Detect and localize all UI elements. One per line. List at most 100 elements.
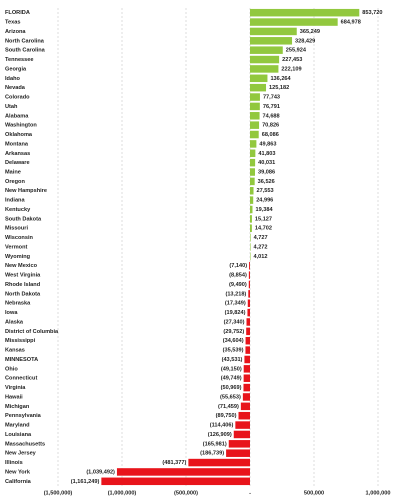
- bar: [250, 8, 360, 17]
- value-label: (50,969): [221, 385, 242, 391]
- value-label: 15,127: [255, 216, 272, 222]
- category-label: Nevada: [5, 85, 26, 91]
- category-label: Arizona: [5, 29, 26, 35]
- x-tick-label: (1,500,000): [44, 490, 73, 496]
- x-tick-label: (500,000): [174, 490, 198, 496]
- bar: [250, 168, 256, 176]
- value-label: (49,150): [221, 366, 242, 372]
- bar: [228, 440, 250, 448]
- bar: [248, 290, 250, 298]
- value-label: (19,824): [225, 310, 246, 316]
- value-label: 328,429: [295, 38, 315, 44]
- category-label: Pennsylvania: [5, 413, 42, 419]
- bar: [250, 18, 338, 26]
- x-tick-label: (1,000,000): [108, 490, 137, 496]
- bar: [188, 458, 250, 467]
- bar: [250, 83, 267, 92]
- value-label: (55,653): [220, 394, 241, 400]
- category-label: Alaska: [5, 319, 24, 325]
- x-tick-label: 1,000,000: [366, 490, 391, 496]
- value-label: (1,039,492): [86, 469, 115, 475]
- bar: [250, 102, 260, 111]
- category-label: Maryland: [5, 423, 30, 429]
- category-label: South Carolina: [5, 48, 46, 54]
- category-label: Texas: [5, 20, 20, 26]
- bar: [250, 27, 297, 36]
- value-label: 19,384: [255, 207, 273, 213]
- category-label: Wisconsin: [5, 235, 34, 241]
- category-label: Kansas: [5, 348, 25, 354]
- value-label: (13,218): [225, 291, 246, 297]
- bar: [250, 243, 251, 251]
- bar: [242, 393, 250, 401]
- value-label: (8,854): [229, 273, 247, 279]
- category-label: Oregon: [5, 179, 25, 185]
- value-label: (114,406): [210, 423, 234, 429]
- value-label: 227,453: [282, 57, 302, 63]
- bar: [250, 121, 260, 129]
- category-label: Georgia: [5, 66, 27, 72]
- value-label: 222,109: [281, 66, 301, 72]
- bar: [240, 402, 250, 411]
- category-label: Maine: [5, 170, 21, 176]
- bar: [243, 374, 250, 382]
- category-label: Louisiana: [5, 432, 32, 438]
- category-label: Connecticut: [5, 376, 37, 382]
- value-label: 684,978: [341, 20, 361, 26]
- value-label: 39,086: [258, 170, 275, 176]
- value-label: (34,604): [223, 338, 244, 344]
- bar: [250, 233, 251, 242]
- value-label: 4,272: [254, 244, 268, 250]
- bar: [247, 299, 250, 307]
- value-label: 14,702: [255, 226, 272, 232]
- category-label: Washington: [5, 123, 37, 129]
- category-label: South Dakota: [5, 216, 42, 222]
- value-label: (7,140): [229, 263, 247, 269]
- value-label: 49,863: [259, 141, 276, 147]
- bar: [243, 383, 250, 392]
- category-label: Missouri: [5, 226, 28, 232]
- value-label: (71,459): [218, 404, 239, 410]
- value-label: (27,340): [224, 319, 245, 325]
- bar: [243, 365, 250, 373]
- value-label: 41,803: [258, 151, 275, 157]
- category-label: Arkansas: [5, 151, 30, 157]
- bar: [245, 336, 250, 345]
- category-label: Tennessee: [5, 57, 34, 63]
- bar: [250, 177, 255, 186]
- value-label: (29,752): [223, 329, 244, 335]
- bar: [116, 468, 250, 476]
- bar: [250, 196, 254, 204]
- category-label: New Mexico: [5, 263, 38, 269]
- value-label: 76,791: [263, 104, 280, 110]
- bar: [235, 421, 250, 429]
- category-label: Idaho: [5, 76, 20, 82]
- category-label: Kentucky: [5, 207, 31, 213]
- category-label: Hawaii: [5, 394, 23, 400]
- bar: [250, 215, 252, 223]
- category-label: New Jersey: [5, 451, 37, 457]
- category-label: Rhode Island: [5, 282, 41, 288]
- category-label: Iowa: [5, 310, 18, 316]
- bar: [245, 346, 250, 354]
- bar: [250, 149, 256, 158]
- bar: [250, 37, 293, 45]
- bar: [246, 318, 250, 326]
- value-label: 68,086: [262, 132, 279, 138]
- category-label: New Hampshire: [5, 188, 47, 194]
- x-tick-label: 500,000: [304, 490, 324, 496]
- category-label: District of Columbia: [5, 329, 59, 335]
- bar: [248, 271, 250, 279]
- bar: [250, 55, 280, 64]
- value-label: (9,490): [229, 282, 247, 288]
- value-label: (481,377): [162, 460, 186, 466]
- bar: [250, 46, 283, 54]
- category-label: Colorado: [5, 95, 30, 101]
- bar: [250, 205, 253, 214]
- bar: [250, 140, 257, 148]
- bar: [250, 252, 251, 261]
- value-label: (165,981): [203, 441, 227, 447]
- value-label: (43,531): [222, 357, 243, 363]
- category-label: Michigan: [5, 404, 30, 410]
- category-label: Nebraska: [5, 301, 31, 307]
